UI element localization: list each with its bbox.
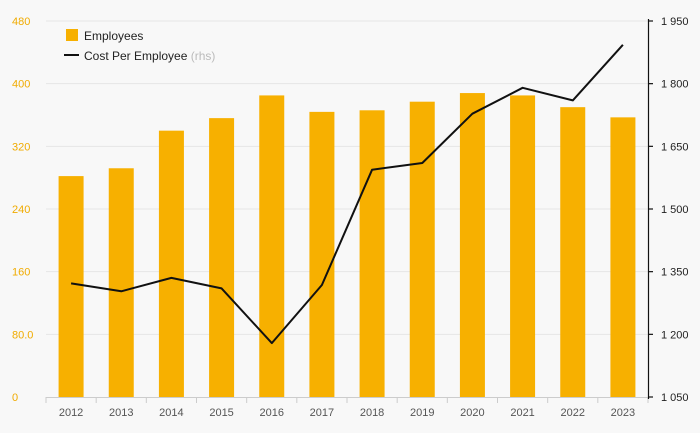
x-tick-label: 2017 [310,407,334,419]
legend: Employees Cost Per Employee (rhs) [64,29,215,63]
x-tick-label: 2021 [510,407,534,419]
legend-label-cost: Cost Per Employee (rhs) [84,49,215,63]
x-tick-label: 2022 [561,407,585,419]
x-axis [45,397,649,403]
legend-label-employees: Employees [84,29,143,43]
bar-2020 [459,93,485,398]
left-tick-label: 80.0 [12,329,33,341]
right-tick-label: 1 200 [661,329,689,341]
bar-2022 [560,107,586,398]
left-tick-label: 400 [12,79,30,91]
right-axis: 1 050 1 200 1 350 1 500 1 650 1 800 1 950 [647,16,689,404]
x-axis-ticks: 2012 2013 2014 2015 2016 2017 2018 2019 2020 2021… [59,407,635,419]
right-tick-label: 1 800 [661,79,689,91]
bar-2016 [259,95,285,398]
x-tick-label: 2015 [209,407,233,419]
x-tick-label: 2018 [360,407,384,419]
right-tick-label: 1 950 [661,16,689,28]
bar-2015 [209,118,235,397]
bar-2017 [309,111,335,397]
gridlines [46,20,648,335]
bar-2021 [510,95,536,398]
bar-2012 [58,176,84,397]
bar-2018 [359,110,385,398]
right-tick-label: 1 350 [661,267,689,279]
x-tick-label: 2016 [260,407,284,419]
left-tick-label: 240 [12,204,30,216]
legend-label-cost-suffix: (rhs) [191,49,216,63]
x-tick-label: 2013 [109,407,133,419]
left-tick-label: 0 [12,392,18,404]
bar-2019 [409,101,435,397]
employee-bars [58,93,636,398]
bar-2013 [108,168,134,397]
x-tick-label: 2012 [59,407,83,419]
x-tick-label: 2020 [460,407,484,419]
bar-2023 [610,117,636,397]
left-axis-ticks: 0 80.0 160 240 320 400 480 [12,16,33,404]
cost-per-employee-line [70,44,624,345]
right-tick-label: 1 500 [661,204,689,216]
x-tick-label: 2019 [410,407,434,419]
left-tick-label: 320 [12,141,30,153]
bar-2014 [158,130,184,397]
legend-swatch-employees [66,29,78,41]
right-tick-label: 1 650 [661,141,689,153]
left-tick-label: 480 [12,16,30,28]
x-tick-label: 2014 [159,407,183,419]
left-tick-label: 160 [12,267,30,279]
right-tick-label: 1 050 [661,392,689,404]
x-tick-label: 2023 [611,407,635,419]
legend-label-cost-name: Cost Per Employee [84,49,188,63]
